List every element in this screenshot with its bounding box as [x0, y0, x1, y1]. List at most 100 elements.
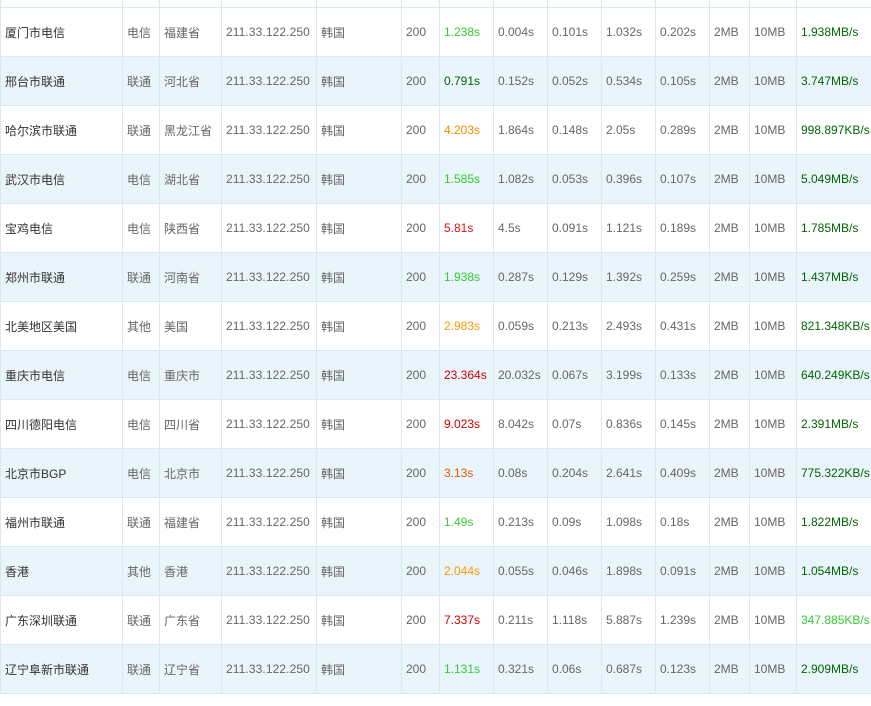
size-limit-cell: 10MB: [749, 301, 797, 351]
file-size-cell: 2MB: [709, 399, 750, 449]
total-time-cell: 2.983s: [439, 301, 494, 351]
http-status-cell: 200: [401, 154, 440, 204]
file-size-cell: 2MB: [709, 252, 750, 302]
isp-cell: 电信: [122, 7, 160, 57]
size-limit-cell: 10MB: [749, 497, 797, 547]
resolved-ip-cell: 211.33.122.250: [221, 595, 317, 645]
download-time-cell: 0.836s: [601, 399, 656, 449]
resolved-ip-cell: 211.33.122.250: [221, 497, 317, 547]
download-speed-cell: 1.054MB/s: [796, 546, 871, 596]
size-limit-cell: 10MB: [749, 399, 797, 449]
table-row: 辽宁阜新市联通 联通 辽宁省 211.33.122.250 韩国 200 1.131s 0.3…: [0, 644, 871, 694]
ip-location-cell: 韩国: [316, 7, 402, 57]
ip-location-cell: 韩国: [316, 105, 402, 155]
ip-location-cell: 韩国: [316, 546, 402, 596]
http-status-cell: 200: [401, 203, 440, 253]
download-speed-cell: 821.348KB/s: [796, 301, 871, 351]
isp-cell: 联通: [122, 595, 160, 645]
region-cell: 重庆市: [159, 350, 222, 400]
total-time-cell: 4.203s: [439, 105, 494, 155]
file-size-cell: 2MB: [709, 350, 750, 400]
download-time-cell: 5.887s: [601, 595, 656, 645]
http-status-cell: 200: [401, 301, 440, 351]
resolved-ip-cell: 211.33.122.250: [221, 154, 317, 204]
http-status-cell: 200: [401, 546, 440, 596]
download-speed-cell: 640.249KB/s: [796, 350, 871, 400]
region-cell: 广东省: [159, 595, 222, 645]
file-size-cell: 2MB: [709, 644, 750, 694]
resolve-time-cell: 20.032s: [493, 350, 548, 400]
ip-location-cell: 韩国: [316, 644, 402, 694]
resolve-time-cell: 0.152s: [493, 56, 548, 106]
ip-location-cell: 韩国: [316, 399, 402, 449]
node-name-cell: 武汉市电信: [0, 154, 123, 204]
http-status-cell: 200: [401, 399, 440, 449]
total-time-cell: 9.023s: [439, 399, 494, 449]
ip-location-cell: 韩国: [316, 252, 402, 302]
speed-test-results-table: 厦门市电信 电信 福建省 211.33.122.250 韩国 200 1.238s 0.004…: [0, 7, 871, 694]
first-byte-time-cell: 0.18s: [655, 497, 710, 547]
connect-time-cell: 0.129s: [547, 252, 602, 302]
ip-location-cell: 韩国: [316, 154, 402, 204]
resolved-ip-cell: 211.33.122.250: [221, 448, 317, 498]
connect-time-cell: 0.204s: [547, 448, 602, 498]
region-cell: 河北省: [159, 56, 222, 106]
node-name-cell: 厦门市电信: [0, 7, 123, 57]
resolve-time-cell: 0.287s: [493, 252, 548, 302]
total-time-cell: 1.585s: [439, 154, 494, 204]
download-time-cell: 3.199s: [601, 350, 656, 400]
total-time-cell: 1.938s: [439, 252, 494, 302]
region-cell: 四川省: [159, 399, 222, 449]
file-size-cell: 2MB: [709, 448, 750, 498]
table-row: 北京市BGP 电信 北京市 211.33.122.250 韩国 200 3.13s 0.08s…: [0, 448, 871, 498]
table-row: 广东深圳联通 联通 广东省 211.33.122.250 韩国 200 7.337s 0.21…: [0, 595, 871, 645]
file-size-cell: 2MB: [709, 105, 750, 155]
region-cell: 辽宁省: [159, 644, 222, 694]
download-speed-cell: 347.885KB/s: [796, 595, 871, 645]
first-byte-time-cell: 0.409s: [655, 448, 710, 498]
resolved-ip-cell: 211.33.122.250: [221, 105, 317, 155]
size-limit-cell: 10MB: [749, 644, 797, 694]
first-byte-time-cell: 0.123s: [655, 644, 710, 694]
table-row: 重庆市电信 电信 重庆市 211.33.122.250 韩国 200 23.364s 20.0…: [0, 350, 871, 400]
size-limit-cell: 10MB: [749, 595, 797, 645]
node-name-cell: 香港: [0, 546, 123, 596]
download-time-cell: 1.032s: [601, 7, 656, 57]
isp-cell: 联通: [122, 497, 160, 547]
total-time-cell: 2.044s: [439, 546, 494, 596]
node-name-cell: 邢台市联通: [0, 56, 123, 106]
resolved-ip-cell: 211.33.122.250: [221, 350, 317, 400]
results-body: 厦门市电信 电信 福建省 211.33.122.250 韩国 200 1.238s 0.004…: [0, 7, 871, 694]
resolved-ip-cell: 211.33.122.250: [221, 301, 317, 351]
download-speed-cell: 1.938MB/s: [796, 7, 871, 57]
isp-cell: 联通: [122, 56, 160, 106]
size-limit-cell: 10MB: [749, 252, 797, 302]
node-name-cell: 四川德阳电信: [0, 399, 123, 449]
download-speed-cell: 1.437MB/s: [796, 252, 871, 302]
node-name-cell: 福州市联通: [0, 497, 123, 547]
connect-time-cell: 0.148s: [547, 105, 602, 155]
table-row: 北美地区美国 其他 美国 211.33.122.250 韩国 200 2.983s 0.059…: [0, 301, 871, 351]
connect-time-cell: 0.213s: [547, 301, 602, 351]
first-byte-time-cell: 0.107s: [655, 154, 710, 204]
download-speed-cell: 1.785MB/s: [796, 203, 871, 253]
table-row: 宝鸡电信 电信 陕西省 211.33.122.250 韩国 200 5.81s 4.5s 0.0…: [0, 203, 871, 253]
total-time-cell: 1.49s: [439, 497, 494, 547]
connect-time-cell: 0.06s: [547, 644, 602, 694]
http-status-cell: 200: [401, 105, 440, 155]
table-row: 香港 其他 香港 211.33.122.250 韩国 200 2.044s 0.055s 0.0…: [0, 546, 871, 596]
region-cell: 福建省: [159, 7, 222, 57]
isp-cell: 其他: [122, 301, 160, 351]
first-byte-time-cell: 0.145s: [655, 399, 710, 449]
file-size-cell: 2MB: [709, 301, 750, 351]
table-row: 郑州市联通 联通 河南省 211.33.122.250 韩国 200 1.938s 0.287…: [0, 252, 871, 302]
connect-time-cell: 0.09s: [547, 497, 602, 547]
http-status-cell: 200: [401, 497, 440, 547]
http-status-cell: 200: [401, 7, 440, 57]
node-name-cell: 哈尔滨市联通: [0, 105, 123, 155]
download-time-cell: 0.687s: [601, 644, 656, 694]
first-byte-time-cell: 1.239s: [655, 595, 710, 645]
table-row: 厦门市电信 电信 福建省 211.33.122.250 韩国 200 1.238s 0.004…: [0, 7, 871, 57]
size-limit-cell: 10MB: [749, 154, 797, 204]
first-byte-time-cell: 0.133s: [655, 350, 710, 400]
